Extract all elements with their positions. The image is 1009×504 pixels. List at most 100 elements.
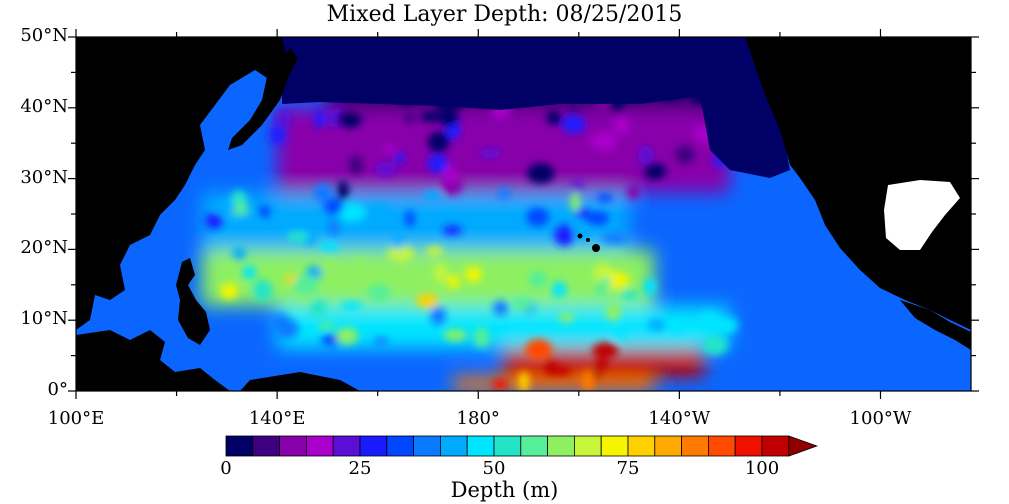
depth-speckle: [614, 328, 627, 340]
depth-speckle: [595, 283, 607, 297]
depth-speckle: [392, 234, 405, 250]
y-tick-label: 0°: [47, 379, 68, 400]
y-tick-label: 40°N: [20, 95, 68, 117]
colorbar: [225, 435, 818, 457]
depth-speckle: [301, 228, 317, 246]
colorbar-box: [681, 435, 709, 457]
depth-speckle: [387, 245, 415, 262]
colorbar-tick-label: 100: [744, 458, 780, 479]
depth-speckle: [584, 211, 610, 226]
depth-speckle: [423, 190, 442, 201]
x-tick-label: 140°E: [248, 408, 306, 429]
depth-speckle: [554, 224, 575, 246]
colorbar-box: [761, 435, 790, 457]
depth-speckle: [647, 319, 666, 332]
depth-speckle: [595, 358, 609, 371]
depth-speckle: [712, 317, 739, 334]
depth-speckle: [581, 369, 595, 391]
depth-speckle: [252, 279, 273, 302]
depth-speckle: [600, 276, 613, 287]
colorbar-box: [493, 435, 522, 457]
depth-speckle: [375, 162, 397, 176]
colorbar-tick-label: 25: [348, 458, 372, 479]
depth-speckle: [491, 379, 508, 390]
depth-speckle: [354, 257, 368, 279]
depth-speckle: [430, 306, 446, 326]
depth-speckle: [558, 312, 575, 322]
asia-land: [76, 37, 290, 330]
depth-speckle: [427, 154, 448, 173]
depth-speckle: [427, 131, 450, 153]
depth-speckle: [447, 274, 460, 289]
colorbar-box: [225, 435, 254, 457]
depth-speckle: [383, 143, 395, 154]
philippines-land: [176, 258, 210, 345]
depth-speckle: [258, 205, 271, 218]
depth-speckle: [220, 283, 239, 300]
x-tick-label: 180°: [456, 408, 500, 429]
depth-speckle: [404, 210, 415, 228]
depth-speckle: [613, 116, 630, 135]
depth-speckle: [363, 154, 376, 167]
depth-speckle: [328, 219, 340, 237]
depth-speckle: [234, 213, 258, 223]
depth-speckle: [419, 111, 443, 122]
colorbar-box: [627, 435, 656, 457]
depth-speckle: [551, 281, 567, 298]
central-america-land: [900, 300, 971, 350]
depth-speckle: [403, 113, 416, 124]
colorbar-box: [600, 435, 629, 457]
depth-speckle: [444, 165, 458, 185]
colorbar-box: [439, 435, 468, 457]
depth-speckle: [473, 326, 490, 348]
depth-speckle: [275, 111, 292, 127]
colorbar-box: [466, 435, 495, 457]
depth-speckle: [493, 300, 509, 316]
depth-speckle: [335, 327, 359, 345]
colorbar-box: [359, 435, 388, 457]
depth-speckle: [232, 247, 246, 260]
depth-speckle: [496, 188, 512, 199]
depth-speckle: [528, 270, 548, 288]
indonesia-land: [76, 330, 230, 391]
depth-speckle: [442, 225, 462, 235]
depth-speckle: [319, 241, 340, 252]
depth-speckle: [601, 232, 628, 244]
depth-speckle: [337, 180, 349, 201]
x-tick-label: 100°W: [849, 408, 912, 429]
colorbar-box: [520, 435, 548, 457]
colorbar-tick-label: 50: [482, 458, 506, 479]
depth-speckle: [533, 132, 555, 142]
new-guinea-land: [240, 372, 360, 391]
depth-speckle: [497, 151, 511, 172]
depth-speckle: [570, 192, 581, 213]
depth-speckle: [621, 290, 639, 300]
depth-speckle: [242, 265, 257, 280]
depth-speckle: [571, 180, 584, 192]
depth-speckle: [374, 337, 388, 346]
depth-speckle: [440, 114, 457, 127]
depth-speckle: [394, 152, 405, 164]
colorbar-box: [386, 435, 414, 457]
depth-speckle: [337, 110, 362, 128]
depth-speckle: [512, 297, 533, 311]
colorbar-tick-label: 75: [616, 458, 640, 479]
depth-speckle: [274, 318, 300, 339]
depth-speckle: [546, 110, 561, 126]
depth-speckle: [638, 145, 654, 166]
depth-speckle: [592, 342, 619, 359]
depth-speckle: [286, 231, 310, 243]
hawaii-islands: [577, 233, 600, 252]
colorbar-box: [654, 435, 682, 457]
depth-speckle: [702, 336, 729, 355]
colorbar-box: [413, 435, 441, 457]
north-pacific-shallow-area: [282, 37, 745, 110]
depth-speckle: [340, 301, 363, 311]
depth-speckle: [309, 299, 327, 317]
depth-field: [76, 37, 971, 391]
depth-speckle: [544, 359, 558, 376]
depth-speckle: [643, 163, 667, 180]
depth-region: [453, 376, 655, 391]
depth-speckle: [300, 148, 326, 170]
depth-speckle: [643, 277, 657, 296]
